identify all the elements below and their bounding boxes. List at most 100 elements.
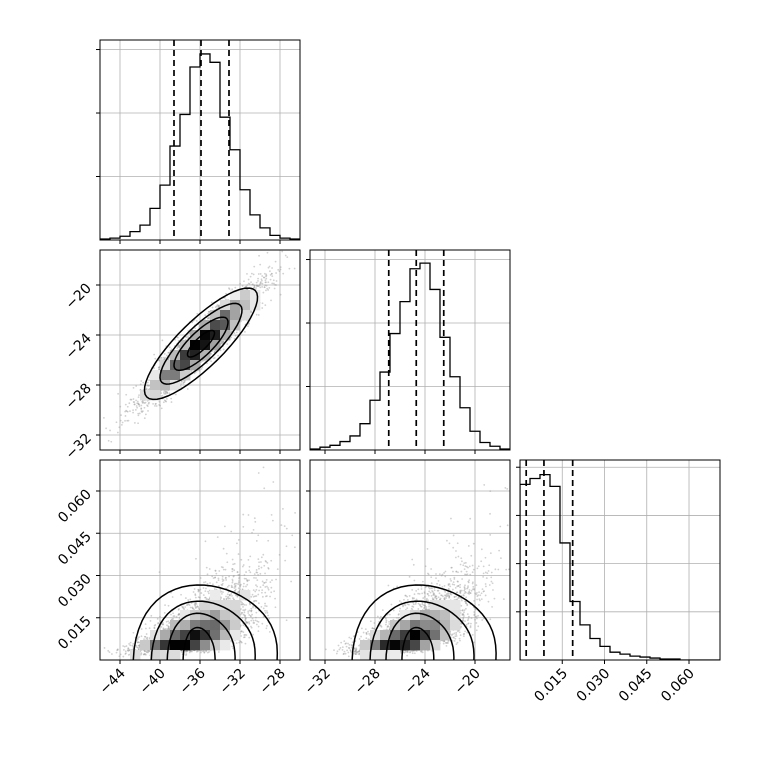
scatter-point	[168, 346, 171, 349]
scatter-point	[137, 422, 139, 425]
scatter-point	[221, 340, 224, 343]
scatter-point	[270, 272, 273, 275]
scatter-point	[265, 273, 268, 276]
scatter-point	[232, 563, 235, 566]
scatter-point	[260, 556, 263, 559]
scatter-point	[266, 287, 269, 290]
scatter-point	[124, 410, 127, 413]
scatter-point	[162, 401, 165, 404]
scatter-point	[134, 408, 137, 411]
scatter-point	[234, 586, 237, 588]
scatter-point	[246, 273, 248, 275]
scatter-point	[136, 406, 139, 409]
scatter-point	[155, 405, 158, 407]
density-cell	[170, 350, 181, 361]
density-cell	[250, 300, 261, 311]
scatter-point	[119, 405, 122, 408]
scatter-point	[185, 651, 187, 653]
scatter-point	[198, 369, 201, 372]
scatter-point	[105, 427, 107, 430]
scatter-point	[220, 340, 222, 343]
scatter-point	[186, 650, 188, 653]
scatter-point	[168, 392, 171, 395]
scatter-point	[133, 422, 136, 424]
scatter-point	[153, 353, 156, 356]
axes-frame	[99, 39, 301, 241]
scatter-point	[228, 287, 230, 290]
scatter-point	[213, 350, 216, 353]
scatter-point	[161, 622, 164, 624]
scatter-point	[217, 306, 220, 308]
scatter-point	[268, 265, 271, 268]
scatter-point	[204, 314, 207, 317]
scatter-point	[148, 650, 150, 653]
scatter-point	[250, 311, 252, 314]
scatter-point	[183, 381, 186, 384]
scatter-point	[102, 417, 105, 419]
scatter-point	[230, 584, 233, 587]
scatter-point	[132, 642, 135, 645]
scatter-point	[263, 272, 266, 275]
scatter-point	[191, 321, 194, 324]
scatter-point	[284, 559, 287, 562]
scatter-point	[241, 612, 243, 614]
scatter-point	[234, 588, 237, 591]
scatter-point	[250, 609, 253, 612]
scatter-point	[261, 282, 264, 285]
scatter-point	[245, 621, 248, 624]
scatter-point	[245, 288, 248, 291]
scatter-point	[252, 595, 255, 598]
scatter-point	[262, 291, 265, 294]
scatter-point	[255, 616, 257, 619]
scatter-point	[167, 628, 169, 631]
scatter-point	[180, 383, 182, 385]
scatter-point	[137, 402, 140, 405]
scatter-point	[136, 400, 139, 403]
scatter-point	[271, 282, 274, 285]
scatter-point	[267, 567, 270, 569]
scatter-point	[248, 636, 251, 639]
scatter-point	[234, 589, 237, 592]
scatter-point	[253, 265, 256, 268]
scatter-point	[260, 591, 263, 594]
scatter-point	[241, 588, 244, 591]
scatter-point	[136, 402, 139, 405]
scatter-point	[170, 401, 173, 403]
scatter-point	[126, 419, 129, 422]
scatter-point	[174, 393, 177, 396]
density-cell	[230, 310, 241, 321]
scatter-point	[127, 653, 130, 656]
scatter-point	[253, 286, 256, 289]
scatter-point	[228, 594, 231, 597]
scatter-point	[251, 283, 254, 286]
scatter-point	[198, 326, 201, 328]
scatter-point	[238, 590, 240, 593]
scatter-point	[120, 414, 122, 417]
scatter-point	[137, 648, 140, 651]
contours	[143, 287, 259, 401]
scatter-point	[247, 325, 249, 328]
scatter-point	[263, 276, 266, 279]
density-cell	[180, 370, 191, 381]
scatter-point	[263, 581, 265, 584]
scatter-point	[259, 281, 262, 284]
scatter-point	[182, 382, 185, 385]
scatter-point	[194, 604, 197, 607]
scatter-point	[211, 306, 214, 309]
scatter-point	[265, 627, 268, 630]
density-cell	[230, 290, 241, 301]
scatter-point	[140, 652, 143, 655]
scatter-point	[119, 653, 122, 656]
scatter-point	[133, 401, 136, 404]
scatter-point	[245, 620, 248, 623]
scatter-point	[164, 356, 167, 359]
scatter-point	[263, 286, 266, 289]
scatter-point	[195, 320, 198, 322]
scatter-point	[261, 302, 264, 305]
scatter-point	[250, 619, 253, 622]
scatter-point	[160, 357, 163, 359]
scatter-param1-param2-panel: −32−28−24−20	[63, 249, 301, 463]
scatter-point	[206, 362, 208, 365]
scatter-point	[166, 354, 168, 357]
scatter-point	[132, 386, 135, 389]
